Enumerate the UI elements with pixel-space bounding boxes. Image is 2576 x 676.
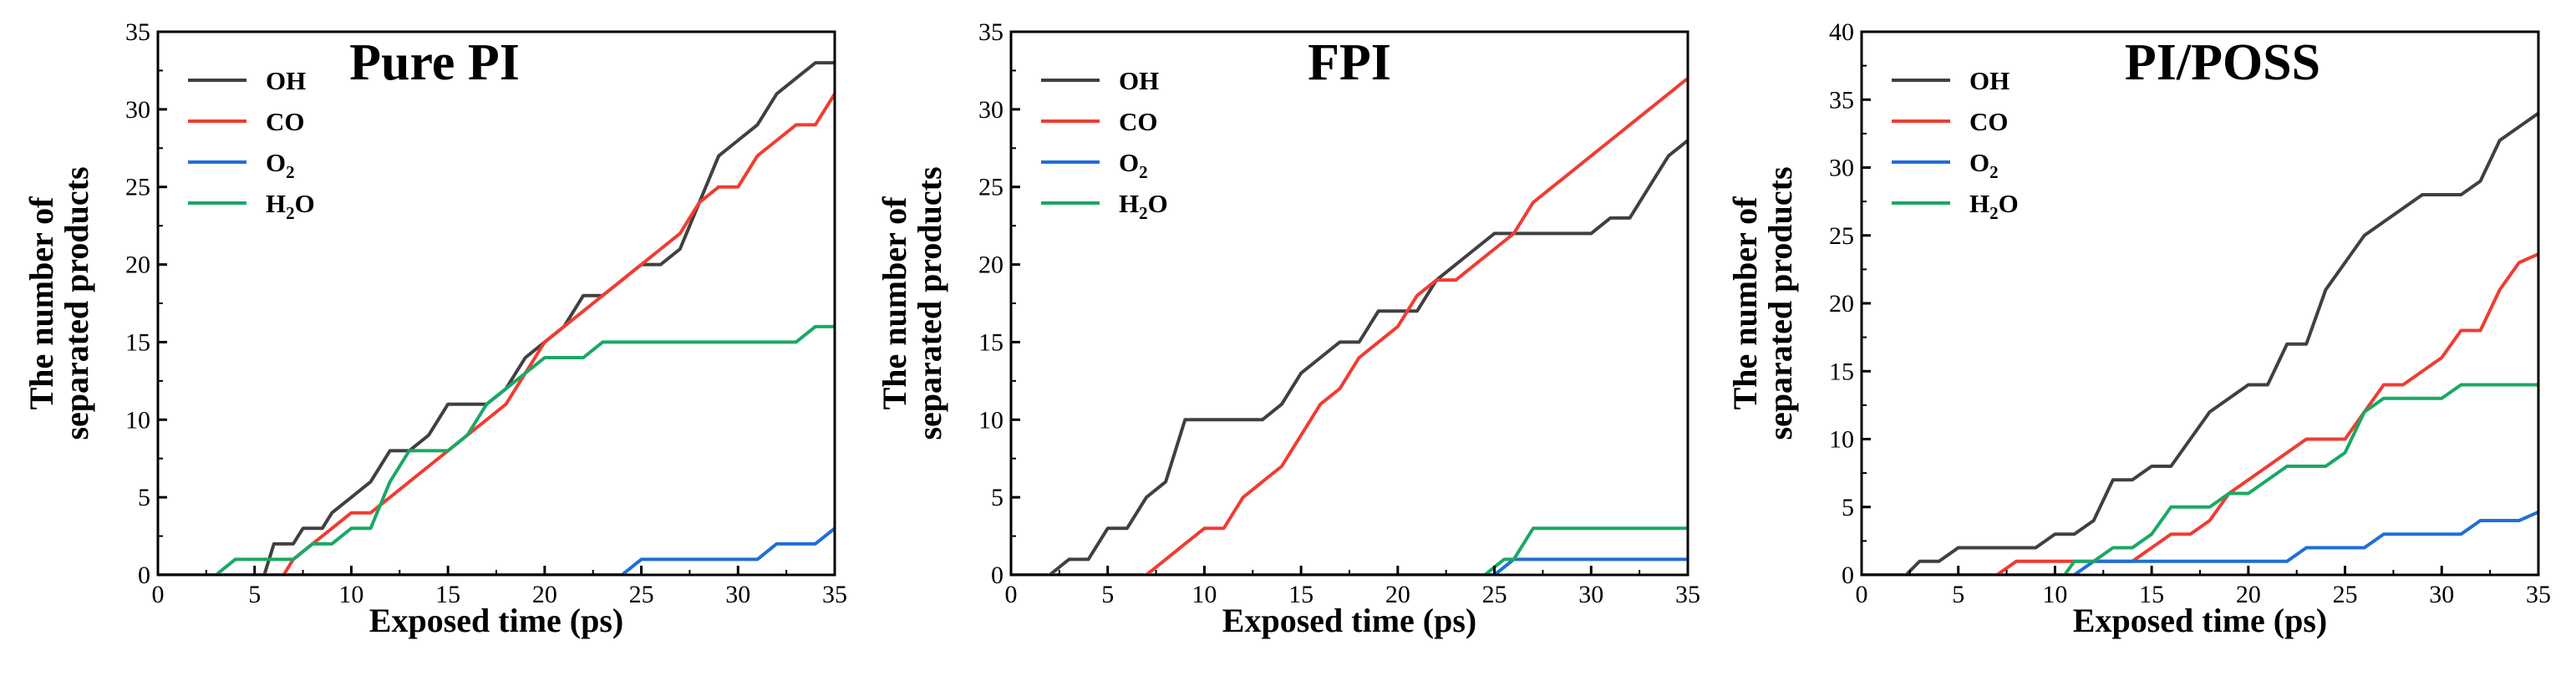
series-line-co xyxy=(1862,252,2538,575)
legend-label-o2: O2 xyxy=(266,148,295,182)
legend-label-oh: OH xyxy=(1969,66,2009,95)
y-tick-label: 25 xyxy=(125,174,150,201)
y-axis-title-line1: The number of xyxy=(23,196,60,410)
chart-title: PI/POSS xyxy=(2125,34,2320,91)
x-tick-label: 30 xyxy=(1578,581,1603,608)
chart-panel: 0 5 10 15 20 25 30 35 0 5 10 15 20 25 30 35 Exposed time… xyxy=(23,18,847,639)
y-tick-label: 0 xyxy=(991,562,1003,589)
legend-label-o2: O2 xyxy=(1119,148,1148,182)
x-tick-label: 35 xyxy=(2526,581,2551,608)
legend-label-co: CO xyxy=(1969,107,2009,136)
y-tick-label: 35 xyxy=(978,18,1003,46)
y-axis-title-line2: separated products xyxy=(911,166,948,440)
series-line-co xyxy=(158,93,835,575)
chart-title: Pure PI xyxy=(349,34,520,91)
legend-label-oh: OH xyxy=(266,66,306,95)
y-tick-label: 5 xyxy=(1842,494,1854,521)
y-tick-label: 10 xyxy=(978,406,1003,434)
x-tick-label: 10 xyxy=(1191,581,1217,608)
x-axis-title: Exposed time (ps) xyxy=(1222,602,1476,639)
legend: OH CO O2 H2O xyxy=(1892,66,2019,223)
y-tick-label: 10 xyxy=(125,406,150,434)
x-tick-label: 30 xyxy=(2429,581,2454,608)
y-tick-label: 40 xyxy=(1829,18,1854,46)
x-tick-label: 15 xyxy=(2139,581,2164,608)
series-line-h2o xyxy=(1011,526,1688,575)
y-tick-label: 15 xyxy=(1829,358,1854,385)
legend-label-h2o: H2O xyxy=(1969,189,2019,223)
y-tick-label: 10 xyxy=(1829,426,1854,454)
x-tick-label: 0 xyxy=(1856,581,1868,608)
legend-label-oh: OH xyxy=(1119,66,1159,95)
y-tick-label: 0 xyxy=(1842,562,1854,589)
y-tick-label: 15 xyxy=(978,328,1003,356)
x-tick-label: 20 xyxy=(2236,581,2261,608)
series-line-h2o xyxy=(1862,383,2538,575)
y-tick-label: 35 xyxy=(125,18,150,46)
series-line-o2 xyxy=(1862,510,2538,575)
y-tick-label: 0 xyxy=(138,562,150,589)
y-axis-title-line2: separated products xyxy=(1761,166,1799,440)
chart-title: FPI xyxy=(1308,34,1391,91)
x-tick-label: 10 xyxy=(338,581,363,608)
y-tick-label: 5 xyxy=(991,484,1003,511)
legend: OH CO O2 H2O xyxy=(188,66,315,223)
y-tick-label: 25 xyxy=(1829,222,1854,250)
x-tick-label: 0 xyxy=(152,581,165,608)
x-tick-label: 20 xyxy=(532,581,557,608)
x-tick-label: 5 xyxy=(248,581,261,608)
y-tick-label: 30 xyxy=(978,96,1003,124)
legend: OH CO O2 H2O xyxy=(1041,66,1168,223)
plot-frame xyxy=(1860,30,2540,577)
x-axis-title: Exposed time (ps) xyxy=(2073,602,2327,639)
y-tick-label: 30 xyxy=(125,96,150,124)
x-tick-label: 25 xyxy=(1482,581,1507,608)
y-axis-title-line2: separated products xyxy=(58,166,95,440)
legend-label-o2: O2 xyxy=(1969,148,1999,182)
x-tick-label: 20 xyxy=(1385,581,1410,608)
y-tick-label: 15 xyxy=(125,328,150,356)
y-tick-label: 5 xyxy=(138,484,150,511)
x-tick-label: 25 xyxy=(629,581,654,608)
series-line-h2o xyxy=(158,324,835,575)
y-tick-label: 25 xyxy=(978,174,1003,201)
x-tick-label: 5 xyxy=(1101,581,1114,608)
legend-label-h2o: H2O xyxy=(266,189,315,223)
y-tick-label: 35 xyxy=(1829,86,1854,114)
y-tick-label: 20 xyxy=(978,252,1003,279)
y-axis-title-line1: The number of xyxy=(876,196,913,410)
x-tick-label: 35 xyxy=(822,581,847,608)
x-tick-label: 5 xyxy=(1952,581,1964,608)
x-tick-label: 0 xyxy=(1005,581,1018,608)
chart-panel: 0 5 10 15 20 25 30 35 0 5 10 15 20 25 30 35 Exposed time… xyxy=(876,18,1700,639)
legend-label-h2o: H2O xyxy=(1119,189,1168,223)
series-line-co xyxy=(1011,77,1688,575)
series-line-oh xyxy=(158,61,835,575)
series-line-o2 xyxy=(1011,557,1688,575)
x-axis-title: Exposed time (ps) xyxy=(369,602,623,639)
x-tick-label: 15 xyxy=(1288,581,1313,608)
plot-frame xyxy=(1009,30,1689,577)
y-tick-label: 30 xyxy=(1829,155,1854,182)
series-line-o2 xyxy=(158,526,835,575)
series-line-oh xyxy=(1862,109,2538,575)
x-tick-label: 35 xyxy=(1675,581,1700,608)
y-tick-label: 20 xyxy=(125,252,150,279)
series-line-oh xyxy=(1011,139,1688,575)
y-axis-title-line1: The number of xyxy=(1726,196,1764,410)
x-tick-label: 30 xyxy=(725,581,750,608)
legend-label-co: CO xyxy=(1119,107,1158,136)
x-tick-label: 15 xyxy=(435,581,460,608)
y-tick-label: 20 xyxy=(1829,290,1854,318)
x-tick-label: 10 xyxy=(2042,581,2067,608)
chart-panel: 0 5 10 15 20 25 30 35 0 5 10 15 20 25 30 35 40 Exposed ti… xyxy=(1726,18,2551,639)
x-tick-label: 25 xyxy=(2333,581,2358,608)
legend-label-co: CO xyxy=(266,107,305,136)
plot-frame xyxy=(156,30,836,577)
